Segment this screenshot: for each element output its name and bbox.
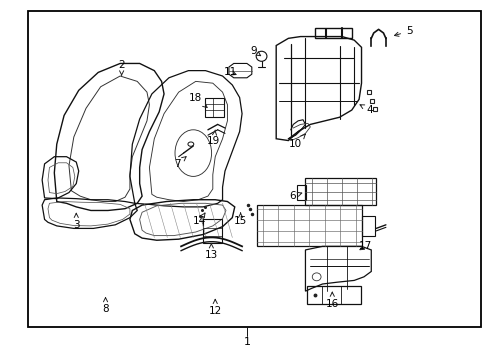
Text: 2: 2: [118, 60, 124, 76]
Text: 10: 10: [288, 134, 305, 149]
Text: 6: 6: [288, 191, 301, 201]
Text: 7: 7: [174, 157, 186, 169]
Bar: [305, 178, 375, 205]
Text: 12: 12: [208, 300, 222, 316]
Text: 8: 8: [102, 298, 109, 314]
Text: 4: 4: [359, 105, 372, 115]
Bar: [297, 185, 305, 200]
Bar: [205, 98, 224, 117]
Text: 1: 1: [243, 337, 250, 347]
Text: 9: 9: [249, 46, 260, 56]
Bar: [256, 205, 361, 246]
Text: 13: 13: [204, 244, 218, 260]
Bar: [361, 216, 374, 235]
Text: 14: 14: [193, 213, 206, 226]
Bar: [27, 12, 480, 327]
Bar: [315, 28, 351, 39]
Bar: [203, 220, 221, 243]
Text: 5: 5: [394, 26, 412, 36]
Text: 18: 18: [189, 93, 207, 108]
Text: 16: 16: [325, 292, 338, 309]
Text: 17: 17: [358, 241, 371, 251]
Text: 11: 11: [224, 67, 237, 77]
Bar: [306, 286, 360, 304]
Text: 19: 19: [207, 130, 220, 145]
Text: 3: 3: [73, 213, 80, 230]
Text: 15: 15: [233, 213, 247, 226]
